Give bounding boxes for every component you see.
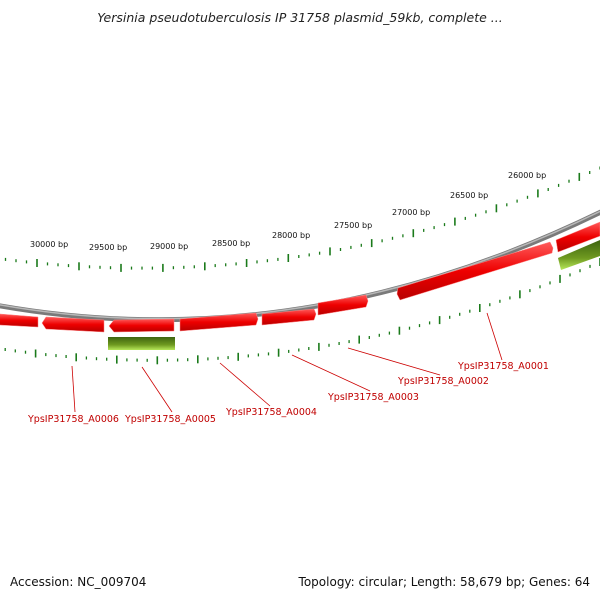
accession-text: Accession: NC_009704 xyxy=(10,575,147,589)
gene-arrow[interactable] xyxy=(0,313,39,328)
backbone-arc-highlight xyxy=(0,210,600,320)
tick-label: 27500 bp xyxy=(334,221,372,230)
gene-arrow[interactable] xyxy=(317,294,369,316)
tick-labels: 30000 bp 29500 bp 29000 bp 28500 bp 28000 bp… xyxy=(30,171,546,252)
gene-arrow[interactable] xyxy=(555,221,600,253)
gene-arrow[interactable] xyxy=(396,241,554,301)
outer-tick-ring xyxy=(4,166,600,272)
tick-label: 26500 bp xyxy=(450,191,488,200)
gene-arrow[interactable] xyxy=(108,318,175,333)
backbone-arc xyxy=(0,209,600,323)
gene-label[interactable]: YpsIP31758_A0004 xyxy=(225,407,317,418)
page-title: Yersinia pseudotuberculosis IP 31758 pla… xyxy=(97,10,503,25)
gene-label[interactable]: YpsIP31758_A0002 xyxy=(397,376,489,387)
topology-text: Topology: circular; Length: 58,679 bp; G… xyxy=(298,575,590,589)
tick-label: 27000 bp xyxy=(392,208,430,217)
gene-arrow[interactable] xyxy=(179,312,259,332)
tick-label: 30000 bp xyxy=(30,240,68,249)
tick-label: 29000 bp xyxy=(150,242,188,251)
inner-tick-ring xyxy=(4,258,600,365)
gene-track-reverse xyxy=(108,240,600,350)
tick-label: 29500 bp xyxy=(89,243,127,252)
gene-label-leaders xyxy=(71,312,503,413)
gene-label[interactable]: YpsIP31758_A0006 xyxy=(27,414,119,425)
gene-labels: YpsIP31758_A0001 YpsIP31758_A0002 YpsIP3… xyxy=(27,361,549,425)
gene-block[interactable] xyxy=(558,240,600,270)
gene-arrow[interactable] xyxy=(41,316,105,333)
tick-label: 28000 bp xyxy=(272,231,310,240)
gene-label[interactable]: YpsIP31758_A0003 xyxy=(327,392,419,403)
gene-block[interactable] xyxy=(108,337,175,350)
tick-label: 26000 bp xyxy=(508,171,546,180)
gene-label[interactable]: YpsIP31758_A0005 xyxy=(124,414,216,425)
gene-track-forward xyxy=(0,221,600,333)
gene-label[interactable]: YpsIP31758_A0001 xyxy=(457,361,549,372)
tick-label: 28500 bp xyxy=(212,239,250,248)
gene-arrow[interactable] xyxy=(261,308,317,326)
